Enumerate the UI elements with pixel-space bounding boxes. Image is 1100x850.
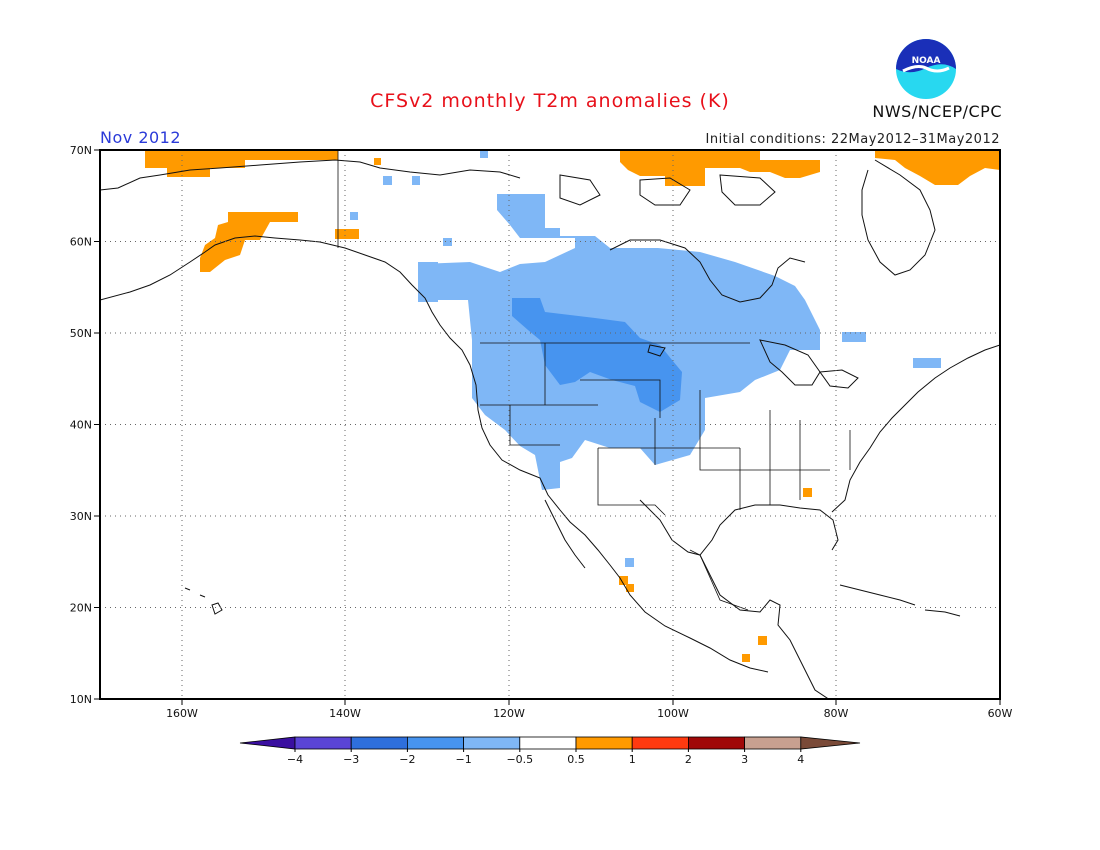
- colorbar-legend: −4 −3 −2 −1 −0.5 0.5 1 2 3 4: [239, 736, 861, 766]
- colorbar-arrow-low: [239, 736, 296, 750]
- lat-label: 20N: [70, 602, 92, 615]
- lon-label: 100W: [657, 707, 689, 720]
- agency-label: NWS/NCEP/CPC: [872, 102, 1002, 121]
- colorbar-label: −2: [399, 753, 415, 766]
- colorbar-segment: [519, 736, 577, 750]
- colorbar-label: −3: [343, 753, 359, 766]
- graticule: [100, 150, 1000, 699]
- map-title: CFSv2 monthly T2m anomalies (K): [370, 90, 730, 112]
- anomaly-orange: [145, 150, 1000, 662]
- lat-label: 60N: [70, 236, 92, 249]
- lat-label: 50N: [70, 327, 92, 340]
- coastlines: [100, 159, 1000, 699]
- colorbar-label: −0.5: [506, 753, 533, 766]
- colorbar-label: −1: [455, 753, 471, 766]
- lon-label: 120W: [493, 707, 525, 720]
- lon-label: 140W: [329, 707, 361, 720]
- lat-label: 40N: [70, 419, 92, 432]
- colorbar-label: 4: [797, 753, 804, 766]
- lat-label: 10N: [70, 693, 92, 706]
- lon-label: 60W: [988, 707, 1013, 720]
- colorbar-segment: [744, 736, 802, 750]
- initial-conditions: Initial conditions: 22May2012–31May2012: [705, 132, 1000, 147]
- colorbar-label: 1: [629, 753, 636, 766]
- colorbar-segment: [294, 736, 352, 750]
- lat-label: 30N: [70, 510, 92, 523]
- colorbar-segment: [350, 736, 408, 750]
- colorbar-arrow-high: [800, 736, 861, 750]
- lon-label: 160W: [166, 707, 198, 720]
- colorbar-segment: [631, 736, 689, 750]
- noaa-logo: NOAA: [896, 39, 956, 99]
- colorbar-label: 2: [685, 753, 692, 766]
- lat-label: 70N: [70, 144, 92, 157]
- colorbar-label: 0.5: [567, 753, 585, 766]
- logo-text: NOAA: [912, 56, 941, 66]
- forecast-period: Nov 2012: [100, 128, 182, 147]
- colorbar-segment: [406, 736, 464, 750]
- political-borders: [337, 150, 851, 611]
- colorbar-segment: [688, 736, 746, 750]
- colorbar-segment: [575, 736, 633, 750]
- axis-ticks: [94, 149, 1001, 705]
- colorbar-segment: [463, 736, 521, 750]
- anomaly-medium-blue: [512, 298, 682, 412]
- colorbar-label: −4: [287, 753, 303, 766]
- lon-label: 80W: [824, 707, 849, 720]
- colorbar-label: 3: [741, 753, 748, 766]
